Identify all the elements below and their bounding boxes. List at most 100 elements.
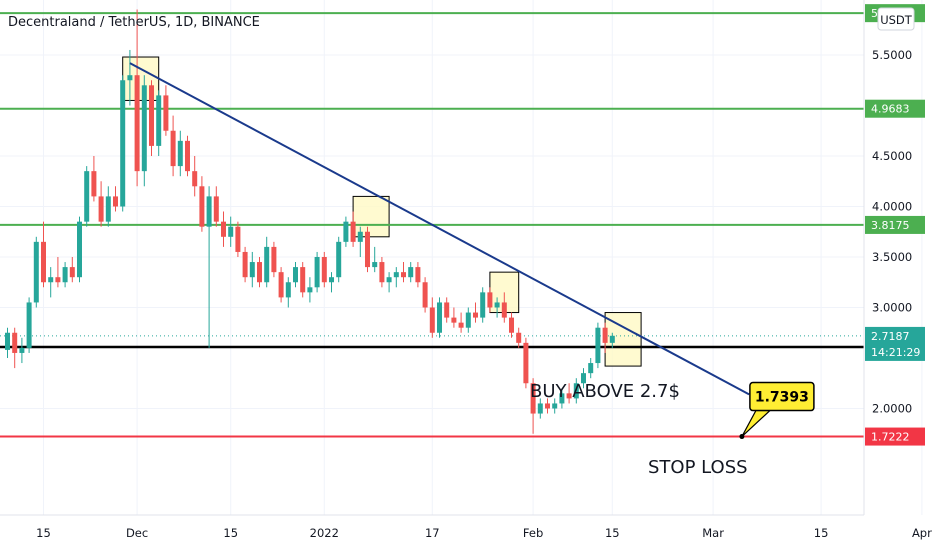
candle-body (77, 221, 82, 278)
time-tick-label: 15 (223, 526, 238, 540)
candle-body (523, 342, 529, 384)
price-tick-label: 4.0000 (872, 200, 912, 214)
candle-body (509, 317, 514, 333)
candle-body (242, 251, 248, 278)
level-badge-text: 3.8175 (871, 219, 910, 232)
candle-body (429, 307, 435, 333)
current-price-badge-bg (865, 326, 925, 361)
price-axis: 6.50005.50004.50004.00003.50003.00002.00… (872, 48, 912, 416)
highlight-box (352, 195, 390, 238)
candle-body (343, 221, 349, 242)
callout-label: 1.7393 (755, 390, 809, 406)
time-tick-label: 15 (814, 526, 829, 540)
current-price-badge-countdown: 14:21:29 (871, 346, 920, 359)
candle-body (573, 383, 579, 399)
candle-body (206, 196, 212, 227)
candle-body (530, 383, 536, 414)
level-badge-bg (865, 99, 925, 118)
trend-line (129, 62, 750, 396)
buy-annotation: BUY ABOVE 2.7$ (530, 381, 680, 402)
candle-body (41, 241, 46, 283)
stop-loss-annotation: STOP LOSS (648, 457, 748, 478)
candle-body (595, 327, 601, 364)
candle-body (379, 262, 385, 283)
callout-box (749, 381, 815, 412)
candlesticks (5, 9, 615, 434)
candle-body (602, 327, 608, 343)
candle-body (228, 226, 234, 237)
candle-body (33, 241, 39, 303)
level-badge-text: 4.9683 (871, 103, 910, 116)
time-tick-label: Mar (702, 526, 724, 540)
candle-body (84, 171, 90, 222)
level-badge-bg (865, 427, 925, 446)
candle-body (264, 246, 270, 283)
callout-anchor (739, 434, 745, 440)
trend-line-segment (129, 62, 750, 396)
price-tick-label: 3.5000 (872, 250, 912, 264)
candle-body (437, 302, 442, 333)
time-tick-label: 15 (605, 526, 620, 540)
level-badge-bg (865, 215, 925, 234)
candle-body (249, 262, 255, 278)
candle-body (408, 267, 414, 278)
level-badge: 4.9683 (865, 99, 925, 118)
current-price-badge: 2.7187 14:21:29 (865, 326, 925, 361)
candle-body (357, 231, 363, 242)
price-callout: 1.7393 (739, 381, 815, 440)
candle-body (257, 262, 262, 283)
candle-body (458, 322, 464, 328)
candle-body (69, 267, 75, 278)
candle-body (609, 335, 615, 343)
candle-body (451, 317, 457, 323)
candle-body (293, 267, 298, 283)
candle-body (62, 267, 68, 283)
candle-body (329, 277, 334, 283)
candle-body (501, 302, 507, 318)
price-tick-label: 5.5000 (872, 48, 912, 62)
time-tick-label: 15 (36, 526, 51, 540)
time-tick-label: 17 (425, 526, 440, 540)
candle-body (386, 277, 392, 283)
price-tick-label: 2.0000 (872, 402, 912, 416)
candle-body (415, 267, 421, 283)
candle-body (185, 140, 190, 172)
candle-body (98, 196, 104, 222)
price-tick-label: 4.5000 (872, 149, 912, 163)
candle-body (120, 80, 126, 207)
candle-body (91, 171, 97, 197)
candle-body (581, 373, 586, 384)
candle-body (336, 241, 342, 278)
candle-body (12, 332, 18, 353)
candle-body (494, 302, 500, 308)
candle-body (559, 393, 565, 404)
candle-body (285, 282, 291, 298)
candle-body (5, 332, 10, 350)
level-badge: 3.8175 (865, 215, 925, 234)
candle-body (213, 196, 219, 222)
candle-body (314, 257, 320, 288)
candle-body (300, 267, 306, 293)
candle-body (105, 196, 111, 222)
candle-body (545, 403, 550, 409)
currency-button[interactable]: USDT (877, 7, 915, 31)
candle-body (149, 85, 154, 146)
candle-body (401, 272, 406, 278)
candle-body (170, 130, 176, 167)
price-tick-label: 3.0000 (872, 301, 912, 315)
candle-body (19, 347, 25, 353)
candle-body (321, 257, 327, 283)
candle-body (141, 85, 147, 172)
candle-body (26, 302, 32, 348)
candle-body (487, 292, 493, 308)
candle-body (444, 302, 450, 318)
candle-body (480, 292, 486, 318)
candle-body (372, 262, 378, 268)
chart-title: Decentraland / TetherUS, 1D, BINANCE (8, 15, 260, 30)
candle-body (271, 246, 277, 273)
time-tick-label: Dec (126, 526, 148, 540)
level-badge-text: 1.7222 (871, 431, 910, 444)
candle-body (422, 282, 428, 308)
price-callouts: 5.91364.95523.83061.7393 (739, 381, 815, 440)
